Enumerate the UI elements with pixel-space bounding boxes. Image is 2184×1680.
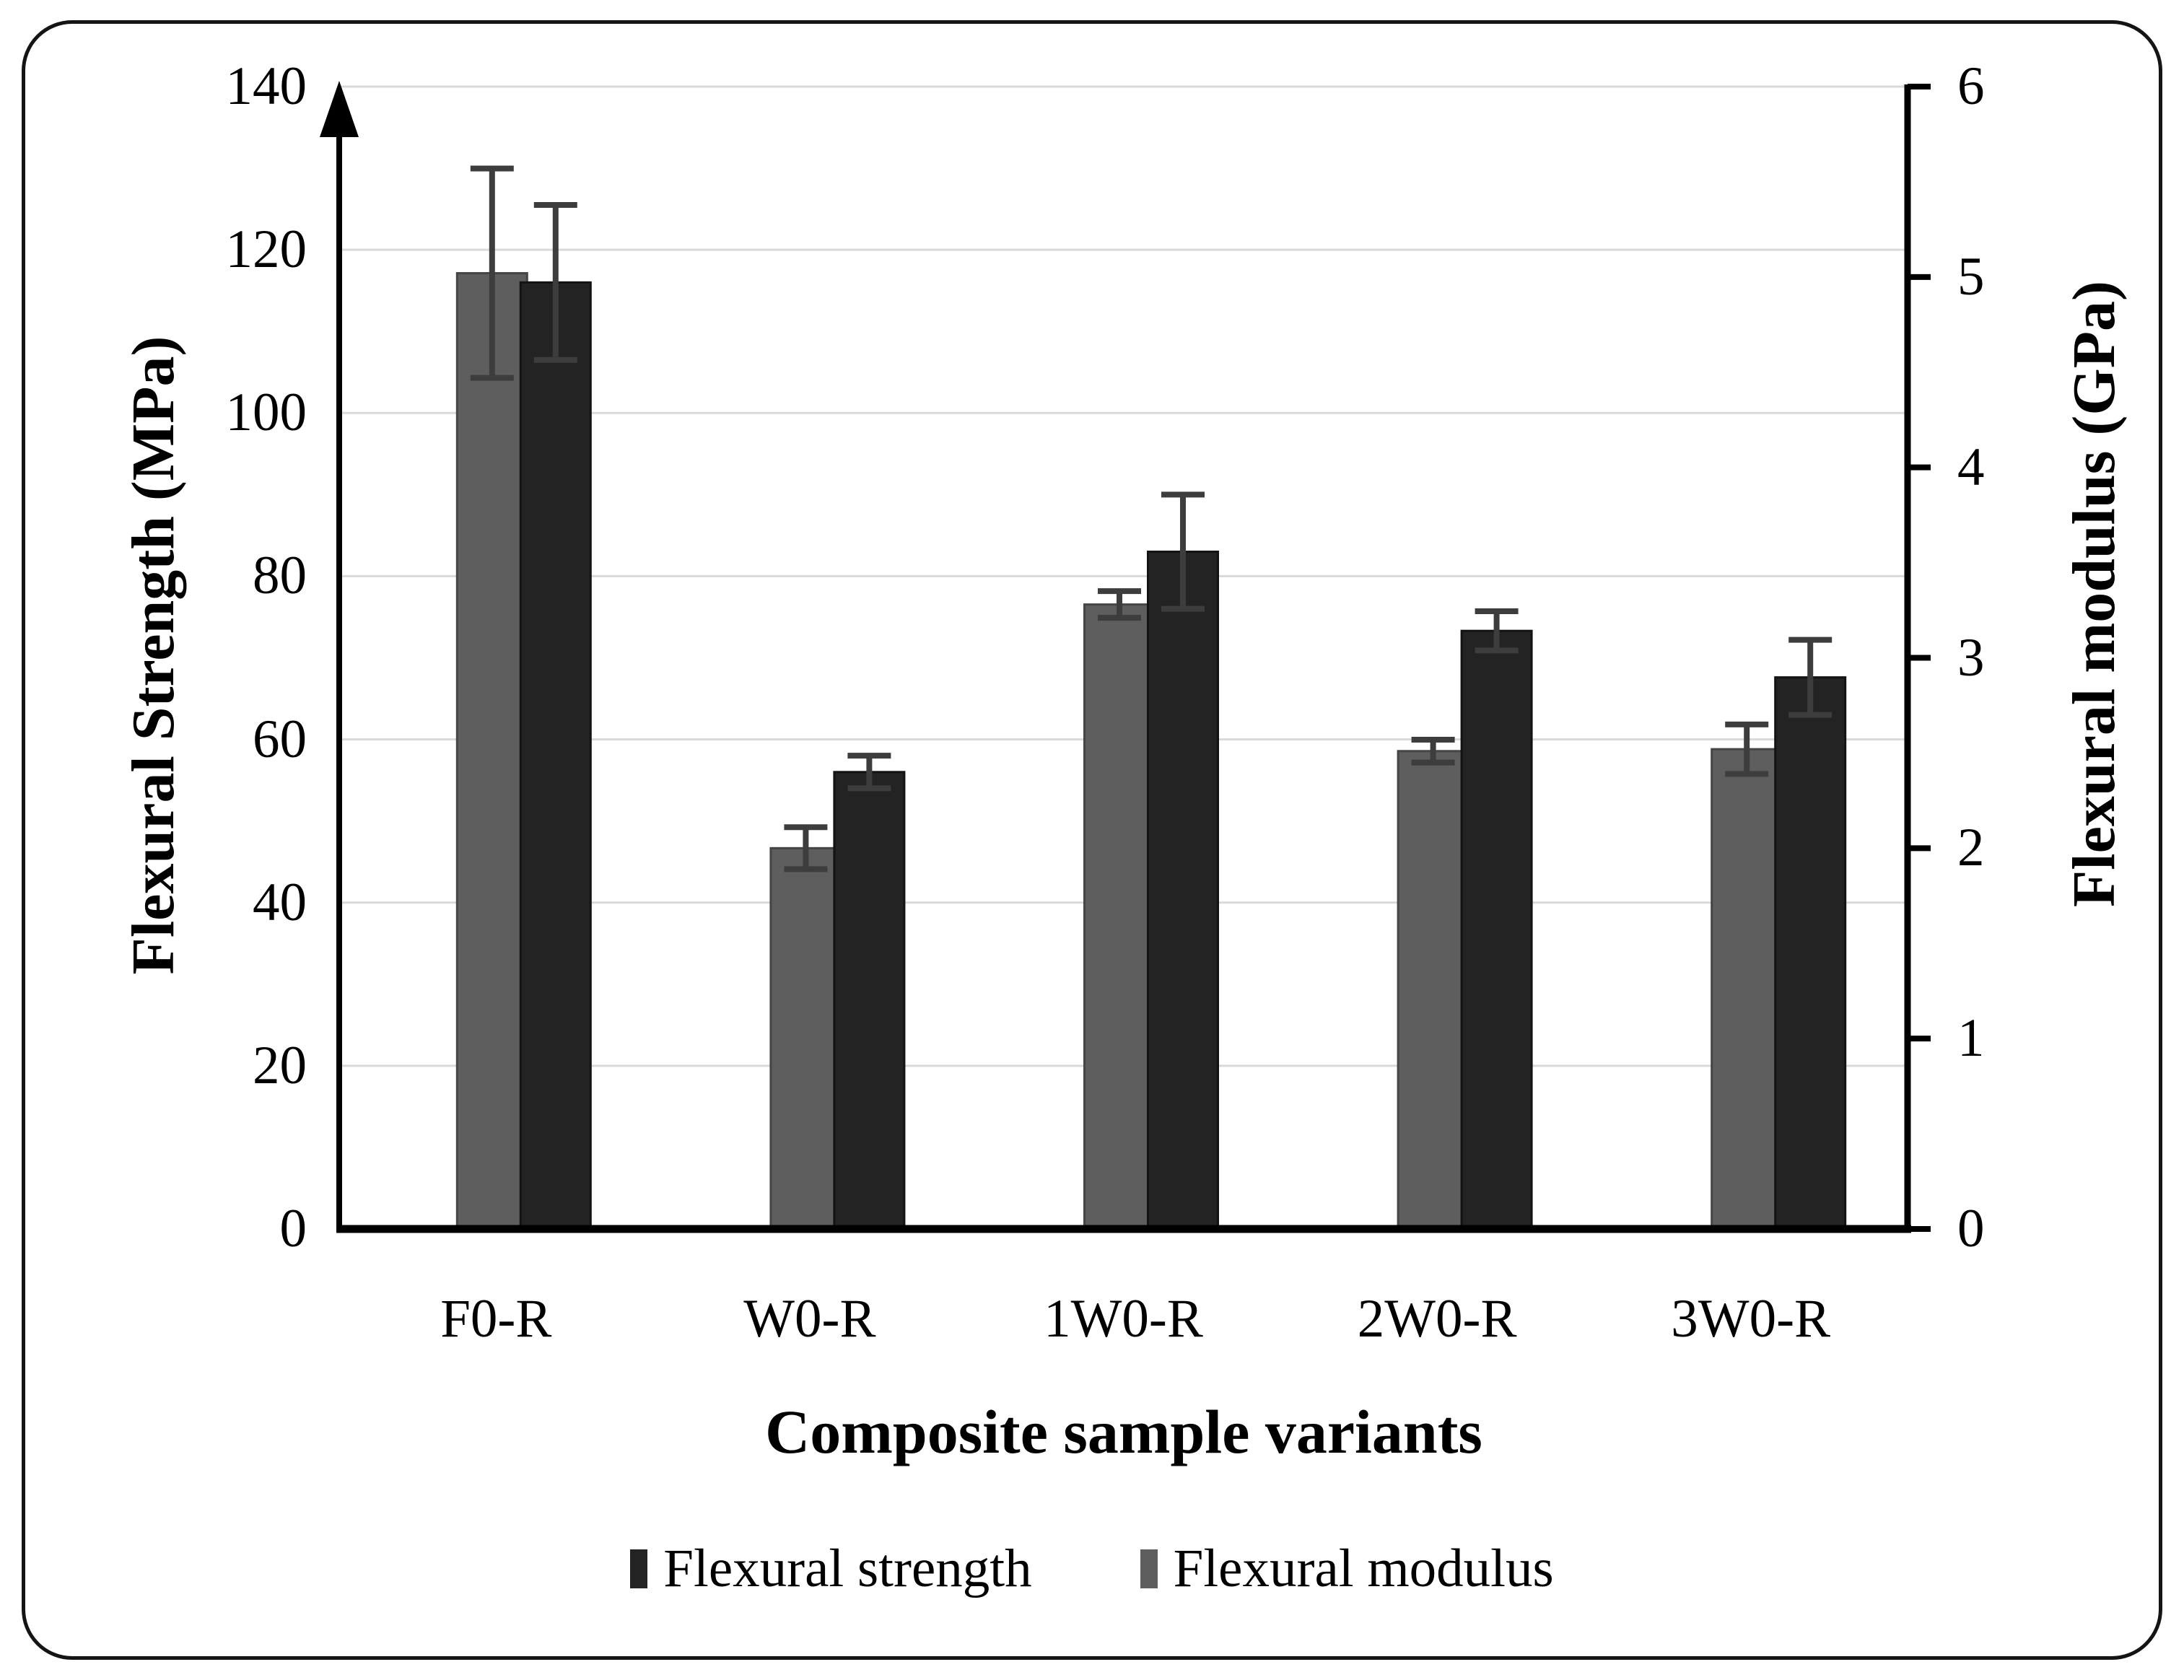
bar-flexural-modulus-2W0-R xyxy=(1397,750,1469,1230)
right-axis-tick-label: 0 xyxy=(1957,1199,1985,1259)
left-axis-tick-label: 80 xyxy=(253,546,307,606)
x-axis-title: Composite sample variants xyxy=(765,1397,1482,1466)
category-label-1W0-R: 1W0-R xyxy=(1044,1289,1203,1349)
category-label-F0-R: F0-R xyxy=(440,1289,552,1349)
bar-flexural-modulus-F0-R xyxy=(455,272,528,1230)
left-axis-tick-label: 40 xyxy=(253,872,307,932)
legend-label: Flexural strength xyxy=(663,1539,1032,1598)
legend-label: Flexural modulus xyxy=(1173,1539,1554,1598)
left-axis-tick-label: 0 xyxy=(279,1199,307,1259)
left-axis-tick-label: 20 xyxy=(253,1035,307,1095)
legend-item: Flexural strength xyxy=(630,1539,1032,1598)
bar-flexural-strength-3W0-R xyxy=(1774,676,1847,1230)
bar-flexural-modulus-3W0-R xyxy=(1711,748,1783,1230)
left-axis-tick-label: 140 xyxy=(225,56,307,116)
legend: Flexural strength Flexural modulus xyxy=(0,1540,2184,1598)
right-axis-tick-label: 1 xyxy=(1957,1008,1985,1069)
left-axis-tick-label: 100 xyxy=(225,382,307,443)
right-axis-tick-label: 3 xyxy=(1957,627,1985,688)
bar-flexural-strength-1W0-R xyxy=(1147,551,1219,1230)
bar-flexural-modulus-W0-R xyxy=(769,846,842,1230)
right-axis-tick-label: 2 xyxy=(1957,818,1985,878)
left-axis-tick-label: 60 xyxy=(253,709,307,769)
legend-swatch-icon xyxy=(630,1549,648,1588)
y-axis-arrow-icon xyxy=(320,81,359,137)
right-axis-tick-label: 4 xyxy=(1957,437,1985,497)
category-label-W0-R: W0-R xyxy=(743,1289,876,1349)
left-axis-tick-label: 120 xyxy=(225,219,307,280)
category-label-3W0-R: 3W0-R xyxy=(1671,1289,1831,1349)
legend-item: Flexural modulus xyxy=(1140,1540,1554,1598)
right-axis-tick-label: 5 xyxy=(1957,246,1985,307)
right-axis-tick-label: 6 xyxy=(1957,56,1985,116)
legend-swatch-icon xyxy=(1140,1549,1158,1588)
right-axis-title: Flexural modulus (GPa) xyxy=(2061,280,2128,908)
bar-flexural-modulus-1W0-R xyxy=(1083,603,1156,1230)
left-axis-title: Flexural Strength (MPa) xyxy=(120,336,187,975)
bar-flexural-strength-F0-R xyxy=(519,281,592,1230)
bar-flexural-strength-2W0-R xyxy=(1460,629,1533,1230)
bar-flexural-strength-W0-R xyxy=(833,771,906,1230)
category-label-2W0-R: 2W0-R xyxy=(1357,1289,1517,1349)
